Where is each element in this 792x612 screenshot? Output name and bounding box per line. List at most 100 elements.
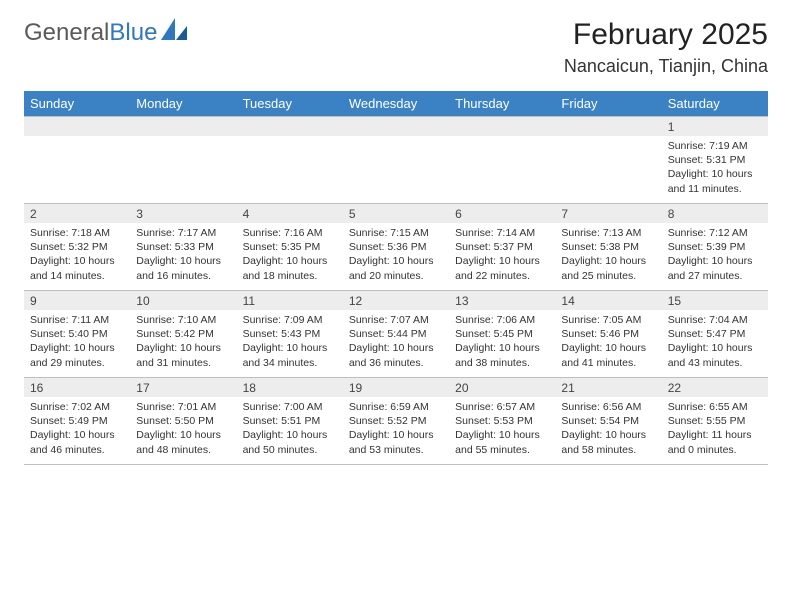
day-body: Sunrise: 7:13 AMSunset: 5:38 PMDaylight:… — [555, 223, 661, 289]
day-cell: 6Sunrise: 7:14 AMSunset: 5:37 PMDaylight… — [449, 204, 555, 290]
daylight-line: Daylight: 10 hours and 46 minutes. — [30, 428, 124, 456]
title-block: February 2025 Nancaicun, Tianjin, China — [564, 18, 768, 77]
day-cell — [555, 117, 661, 203]
brand-text-part2: Blue — [109, 19, 157, 47]
day-number: 10 — [130, 291, 236, 310]
sunset-line: Sunset: 5:44 PM — [349, 327, 443, 341]
sunset-line: Sunset: 5:45 PM — [455, 327, 549, 341]
day-cell — [449, 117, 555, 203]
day-number: 18 — [237, 378, 343, 397]
day-cell: 3Sunrise: 7:17 AMSunset: 5:33 PMDaylight… — [130, 204, 236, 290]
weekday-header: Wednesday — [343, 91, 449, 116]
day-cell: 11Sunrise: 7:09 AMSunset: 5:43 PMDayligh… — [237, 291, 343, 377]
day-body: Sunrise: 7:11 AMSunset: 5:40 PMDaylight:… — [24, 310, 130, 376]
weekday-header: Thursday — [449, 91, 555, 116]
daylight-line: Daylight: 10 hours and 31 minutes. — [136, 341, 230, 369]
sunrise-line: Sunrise: 7:17 AM — [136, 226, 230, 240]
sunrise-line: Sunrise: 7:13 AM — [561, 226, 655, 240]
sunrise-line: Sunrise: 7:12 AM — [668, 226, 762, 240]
day-number — [449, 117, 555, 136]
day-cell: 16Sunrise: 7:02 AMSunset: 5:49 PMDayligh… — [24, 378, 130, 464]
sunset-line: Sunset: 5:39 PM — [668, 240, 762, 254]
daylight-line: Daylight: 10 hours and 18 minutes. — [243, 254, 337, 282]
sunset-line: Sunset: 5:46 PM — [561, 327, 655, 341]
day-body: Sunrise: 7:07 AMSunset: 5:44 PMDaylight:… — [343, 310, 449, 376]
sunrise-line: Sunrise: 7:15 AM — [349, 226, 443, 240]
day-cell: 14Sunrise: 7:05 AMSunset: 5:46 PMDayligh… — [555, 291, 661, 377]
sunrise-line: Sunrise: 7:01 AM — [136, 400, 230, 414]
day-cell: 17Sunrise: 7:01 AMSunset: 5:50 PMDayligh… — [130, 378, 236, 464]
week-row: 16Sunrise: 7:02 AMSunset: 5:49 PMDayligh… — [24, 377, 768, 465]
sunrise-line: Sunrise: 7:07 AM — [349, 313, 443, 327]
weeks-container: 1Sunrise: 7:19 AMSunset: 5:31 PMDaylight… — [24, 116, 768, 465]
day-number: 15 — [662, 291, 768, 310]
weekday-header: Saturday — [662, 91, 768, 116]
day-number — [343, 117, 449, 136]
sunrise-line: Sunrise: 7:09 AM — [243, 313, 337, 327]
day-body: Sunrise: 7:18 AMSunset: 5:32 PMDaylight:… — [24, 223, 130, 289]
day-body: Sunrise: 7:12 AMSunset: 5:39 PMDaylight:… — [662, 223, 768, 289]
day-number: 4 — [237, 204, 343, 223]
day-number: 7 — [555, 204, 661, 223]
sail-icon — [161, 18, 187, 47]
weekday-header: Sunday — [24, 91, 130, 116]
weekday-header-row: Sunday Monday Tuesday Wednesday Thursday… — [24, 91, 768, 116]
sunset-line: Sunset: 5:31 PM — [668, 153, 762, 167]
sunset-line: Sunset: 5:50 PM — [136, 414, 230, 428]
day-cell: 20Sunrise: 6:57 AMSunset: 5:53 PMDayligh… — [449, 378, 555, 464]
day-number: 16 — [24, 378, 130, 397]
daylight-line: Daylight: 10 hours and 34 minutes. — [243, 341, 337, 369]
calendar-grid: Sunday Monday Tuesday Wednesday Thursday… — [24, 91, 768, 465]
day-body: Sunrise: 6:56 AMSunset: 5:54 PMDaylight:… — [555, 397, 661, 463]
calendar-page: GeneralBlue February 2025 Nancaicun, Tia… — [0, 0, 792, 612]
day-cell: 18Sunrise: 7:00 AMSunset: 5:51 PMDayligh… — [237, 378, 343, 464]
weekday-header: Tuesday — [237, 91, 343, 116]
sunset-line: Sunset: 5:32 PM — [30, 240, 124, 254]
day-number: 21 — [555, 378, 661, 397]
day-number: 9 — [24, 291, 130, 310]
day-cell: 5Sunrise: 7:15 AMSunset: 5:36 PMDaylight… — [343, 204, 449, 290]
day-body: Sunrise: 7:09 AMSunset: 5:43 PMDaylight:… — [237, 310, 343, 376]
week-row: 2Sunrise: 7:18 AMSunset: 5:32 PMDaylight… — [24, 203, 768, 290]
day-cell: 4Sunrise: 7:16 AMSunset: 5:35 PMDaylight… — [237, 204, 343, 290]
sunrise-line: Sunrise: 6:59 AM — [349, 400, 443, 414]
day-number: 11 — [237, 291, 343, 310]
sunset-line: Sunset: 5:54 PM — [561, 414, 655, 428]
day-cell: 9Sunrise: 7:11 AMSunset: 5:40 PMDaylight… — [24, 291, 130, 377]
sunset-line: Sunset: 5:55 PM — [668, 414, 762, 428]
day-cell: 2Sunrise: 7:18 AMSunset: 5:32 PMDaylight… — [24, 204, 130, 290]
brand-logo: GeneralBlue — [24, 18, 187, 47]
daylight-line: Daylight: 10 hours and 43 minutes. — [668, 341, 762, 369]
day-body: Sunrise: 7:19 AMSunset: 5:31 PMDaylight:… — [662, 136, 768, 202]
day-number: 17 — [130, 378, 236, 397]
day-number: 22 — [662, 378, 768, 397]
week-row: 1Sunrise: 7:19 AMSunset: 5:31 PMDaylight… — [24, 116, 768, 203]
day-cell: 15 Sunrise: 7:04 AMSunset: 5:47 PMDayligh… — [662, 291, 768, 377]
day-number: 1 — [662, 117, 768, 136]
sunrise-line: Sunrise: 7:04 AM — [668, 313, 762, 327]
brand-text-part1: General — [24, 19, 109, 47]
sunrise-line: Sunrise: 6:56 AM — [561, 400, 655, 414]
day-number: 2 — [24, 204, 130, 223]
sunset-line: Sunset: 5:37 PM — [455, 240, 549, 254]
daylight-line: Daylight: 10 hours and 50 minutes. — [243, 428, 337, 456]
weekday-header: Friday — [555, 91, 661, 116]
sunset-line: Sunset: 5:47 PM — [668, 327, 762, 341]
day-cell: 12Sunrise: 7:07 AMSunset: 5:44 PMDayligh… — [343, 291, 449, 377]
sunrise-line: Sunrise: 7:11 AM — [30, 313, 124, 327]
day-body: Sunrise: 7:06 AMSunset: 5:45 PMDaylight:… — [449, 310, 555, 376]
daylight-line: Daylight: 10 hours and 36 minutes. — [349, 341, 443, 369]
day-body: Sunrise: 6:55 AMSunset: 5:55 PMDaylight:… — [662, 397, 768, 463]
sunset-line: Sunset: 5:52 PM — [349, 414, 443, 428]
day-body: Sunrise: 7:02 AMSunset: 5:49 PMDaylight:… — [24, 397, 130, 463]
day-number: 20 — [449, 378, 555, 397]
weekday-header: Monday — [130, 91, 236, 116]
day-cell: 8Sunrise: 7:12 AMSunset: 5:39 PMDaylight… — [662, 204, 768, 290]
day-body: Sunrise: 7:10 AMSunset: 5:42 PMDaylight:… — [130, 310, 236, 376]
day-number: 13 — [449, 291, 555, 310]
sunset-line: Sunset: 5:53 PM — [455, 414, 549, 428]
daylight-line: Daylight: 10 hours and 41 minutes. — [561, 341, 655, 369]
day-body: Sunrise: 7:01 AMSunset: 5:50 PMDaylight:… — [130, 397, 236, 463]
daylight-line: Daylight: 10 hours and 20 minutes. — [349, 254, 443, 282]
day-cell — [24, 117, 130, 203]
